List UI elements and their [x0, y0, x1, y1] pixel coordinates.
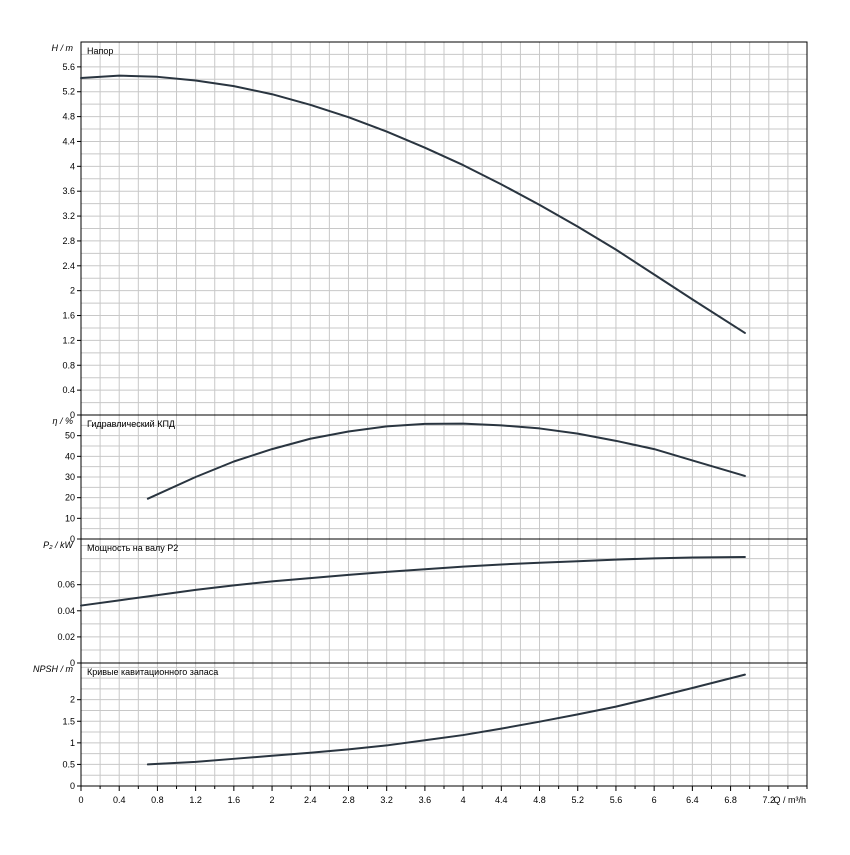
y-tick-label: 4 — [70, 161, 75, 171]
panel-title: Мощность на валу P2 — [87, 543, 178, 553]
x-axis-label: Q / m³/h — [773, 795, 806, 805]
y-tick-label: 3.6 — [62, 186, 75, 196]
y-tick-label: 10 — [65, 513, 75, 523]
x-tick-label: 4.4 — [495, 795, 508, 805]
series-line — [80, 74, 746, 334]
y-tick-label: 0.8 — [62, 360, 75, 370]
x-tick-label: 6.4 — [686, 795, 699, 805]
y-axis-label: η / % — [52, 416, 73, 426]
y-tick-label: 1.5 — [62, 716, 75, 726]
x-tick-label: 0 — [78, 795, 83, 805]
x-tick-label: 1.6 — [228, 795, 241, 805]
y-tick-label: 1.6 — [62, 311, 75, 321]
y-tick-label: 50 — [65, 431, 75, 441]
panel-title: Гидравлический КПД — [87, 419, 175, 429]
x-tick-label: 2 — [270, 795, 275, 805]
y-tick-label: 30 — [65, 472, 75, 482]
x-tick-label: 1.2 — [189, 795, 202, 805]
y-tick-label: 2.4 — [62, 261, 75, 271]
y-tick-label: 5.2 — [62, 87, 75, 97]
x-tick-label: 0.8 — [151, 795, 164, 805]
y-tick-label: 0.06 — [57, 580, 75, 590]
y-axis-label: NPSH / m — [33, 664, 74, 674]
y-tick-label: 0.5 — [62, 759, 75, 769]
x-tick-label: 6.8 — [724, 795, 737, 805]
y-tick-label: 4.8 — [62, 112, 75, 122]
x-tick-label: 0.4 — [113, 795, 126, 805]
y-tick-label: 0.4 — [62, 385, 75, 395]
y-tick-label: 0 — [70, 781, 75, 791]
y-tick-label: 2 — [70, 286, 75, 296]
x-tick-label: 5.2 — [571, 795, 584, 805]
y-tick-label: 2.8 — [62, 236, 75, 246]
y-tick-label: 5.6 — [62, 62, 75, 72]
y-axis-label: P₂ / kW — [43, 540, 74, 550]
y-tick-label: 4.4 — [62, 136, 75, 146]
x-tick-label: 2.4 — [304, 795, 317, 805]
y-tick-label: 0.04 — [57, 606, 75, 616]
y-tick-label: 1 — [70, 738, 75, 748]
x-tick-label: 2.8 — [342, 795, 355, 805]
x-tick-label: 7.2 — [763, 795, 776, 805]
x-tick-label: 6 — [652, 795, 657, 805]
y-tick-label: 2 — [70, 695, 75, 705]
series-line — [146, 673, 746, 766]
y-tick-label: 40 — [65, 451, 75, 461]
y-tick-label: 0 — [70, 534, 75, 544]
y-tick-label: 0 — [70, 658, 75, 668]
x-tick-label: 4.8 — [533, 795, 546, 805]
y-axis-label: H / m — [52, 43, 74, 53]
x-tick-label: 5.6 — [610, 795, 623, 805]
panel-title: Кривые кавитационного запаса — [87, 667, 218, 677]
y-tick-label: 1.2 — [62, 335, 75, 345]
y-tick-label: 3.2 — [62, 211, 75, 221]
x-tick-label: 3.2 — [380, 795, 393, 805]
series-line — [146, 422, 746, 500]
x-tick-label: 3.6 — [419, 795, 432, 805]
series-line — [80, 556, 746, 607]
y-tick-label: 20 — [65, 493, 75, 503]
panel-title: Напор — [87, 46, 113, 56]
y-tick-label: 0 — [70, 410, 75, 420]
x-tick-label: 4 — [461, 795, 466, 805]
y-tick-label: 0.02 — [57, 632, 75, 642]
